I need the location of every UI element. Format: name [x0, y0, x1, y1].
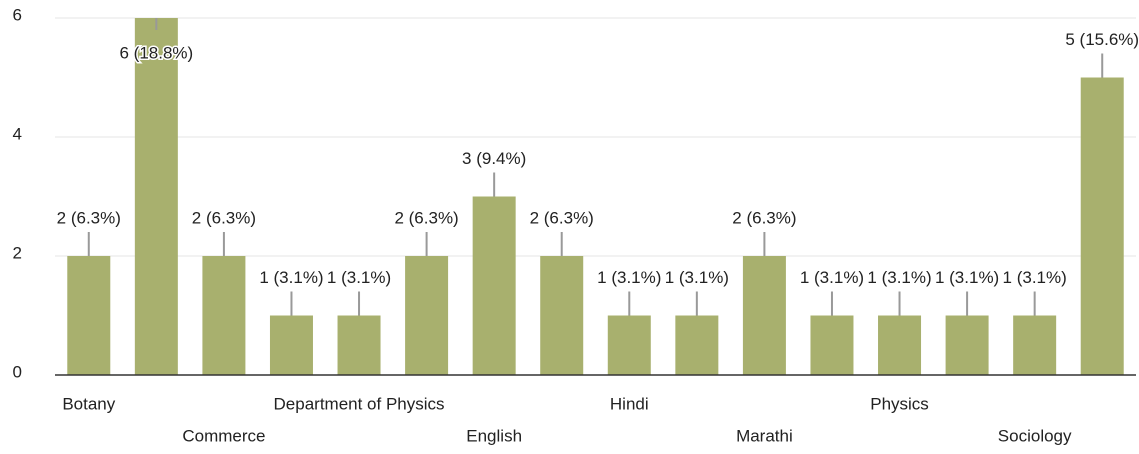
bar — [540, 256, 584, 375]
x-tick-label: Marathi — [736, 426, 793, 445]
x-tick-label: Physics — [870, 394, 929, 413]
bar — [878, 315, 922, 375]
value-label: 2 (6.3%) — [192, 208, 256, 227]
x-tick-label: English — [466, 426, 522, 445]
value-label: 1 (3.1%) — [327, 268, 391, 287]
value-label: 5 (15.6%) — [1065, 30, 1139, 49]
bar — [67, 256, 111, 375]
bar — [269, 315, 313, 375]
bar — [945, 315, 989, 375]
value-label: 2 (6.3%) — [732, 208, 796, 227]
value-label: 1 (3.1%) — [597, 268, 661, 287]
bar — [607, 315, 651, 375]
y-tick-label: 0 — [13, 362, 22, 381]
bar — [1013, 315, 1057, 375]
value-label: 1 (3.1%) — [1003, 268, 1067, 287]
value-label: 1 (3.1%) — [800, 268, 864, 287]
bar — [810, 315, 854, 375]
bar — [405, 256, 449, 375]
x-tick-label: Hindi — [610, 394, 649, 413]
x-tick-label: Commerce — [182, 426, 265, 445]
value-label: 1 (3.1%) — [867, 268, 931, 287]
bar — [472, 196, 516, 375]
bar — [134, 18, 178, 375]
y-tick-label: 2 — [13, 243, 22, 262]
x-tick-label: Sociology — [998, 426, 1072, 445]
bar — [202, 256, 246, 375]
value-label: 1 (3.1%) — [665, 268, 729, 287]
value-label: 3 (9.4%) — [462, 149, 526, 168]
value-label: 2 (6.3%) — [57, 208, 121, 227]
bar — [337, 315, 381, 375]
x-tick-label: Department of Physics — [274, 394, 445, 413]
y-tick-label: 4 — [13, 124, 22, 143]
bar — [742, 256, 786, 375]
x-tick-label: Botany — [62, 394, 115, 413]
value-label: 1 (3.1%) — [259, 268, 323, 287]
value-label: 1 (3.1%) — [935, 268, 999, 287]
value-label: 2 (6.3%) — [530, 208, 594, 227]
value-label: 2 (6.3%) — [394, 208, 458, 227]
bar — [1080, 77, 1124, 375]
value-label: 6 (18.8%) — [119, 43, 193, 62]
bar — [675, 315, 719, 375]
y-tick-label: 6 — [13, 5, 22, 24]
